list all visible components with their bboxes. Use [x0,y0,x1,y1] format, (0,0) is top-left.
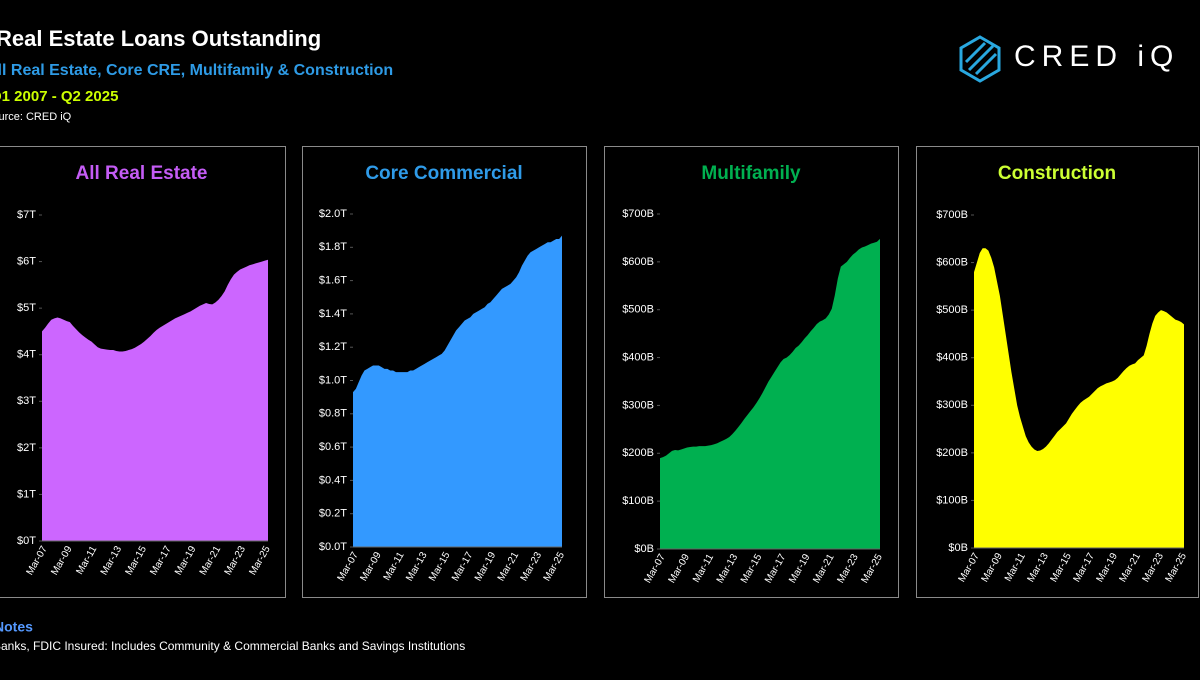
y-tick-label: $0.8T [319,408,347,420]
area [42,259,268,541]
y-tick-label: $2.0T [319,208,347,220]
y-tick-label: $700B [622,208,654,220]
y-tick-label: $0.4T [319,474,347,486]
y-tick-label: $0.6T [319,441,347,453]
notes-text: Banks, FDIC Insured: Includes Community … [0,639,465,653]
period: Q1 2007 - Q2 2025 [0,88,118,105]
y-tick-label: $100B [936,494,968,506]
y-tick-label: $600B [622,256,654,268]
logo-text: CRED iQ [1014,40,1179,73]
chart-title: Core Commercial [365,163,522,184]
y-tick-label: $4T [17,349,36,361]
chart-title: Construction [998,163,1116,184]
y-tick-label: $200B [936,447,968,459]
chart-title: Multifamily [701,163,801,184]
y-tick-label: $7T [17,209,36,221]
area [353,235,562,547]
source: Source: CRED iQ [0,111,72,123]
y-tick-label: $100B [622,495,654,507]
area [974,248,1184,549]
notes-title: Notes [0,619,33,635]
y-tick-label: $5T [17,302,36,314]
y-tick-label: $2T [17,442,36,454]
y-tick-label: $500B [936,304,968,316]
y-tick-label: $400B [936,352,968,364]
y-tick-label: $0.0T [319,541,347,553]
y-tick-label: $6T [17,255,36,267]
y-tick-label: $1.4T [319,308,347,320]
y-tick-label: $0T [17,535,36,547]
y-tick-label: $1.8T [319,241,347,253]
y-tick-label: $1T [17,488,36,500]
y-tick-label: $300B [936,399,968,411]
y-tick-label: $1.0T [319,374,347,386]
y-tick-label: $600B [936,256,968,268]
chart-title: All Real Estate [76,163,208,184]
y-tick-label: $1.6T [319,275,347,287]
y-tick-label: $0.2T [319,508,347,520]
y-tick-label: $1.2T [319,341,347,353]
chart-panel: Construction $0B $100B $200B $300B $400B $500B… [916,146,1199,598]
y-tick-label: $300B [622,399,654,411]
y-tick-label: $0B [634,543,654,555]
y-tick-label: $3T [17,395,36,407]
logo-icon [959,35,1001,83]
y-tick-label: $200B [622,447,654,459]
y-tick-label: $700B [936,209,968,221]
chart-panel: All Real Estate$0T$1T$2T$3T$4T$5T$6T$7TM… [0,146,286,598]
chart-panel: Multifamily $0B $100B $200B $300B $400B $500B $… [604,146,899,598]
page-title: Real Estate Loans Outstanding [0,26,321,51]
y-tick-label: $0B [948,542,968,554]
y-tick-label: $500B [622,304,654,316]
y-tick-label: $400B [622,351,654,363]
chart-panel: Core Commercial $0.0T $0.2T $0.4T $0.6T $0.8T… [302,146,587,598]
area [660,238,880,549]
page-subtitle: All Real Estate, Core CRE, Multifamily &… [0,62,393,79]
